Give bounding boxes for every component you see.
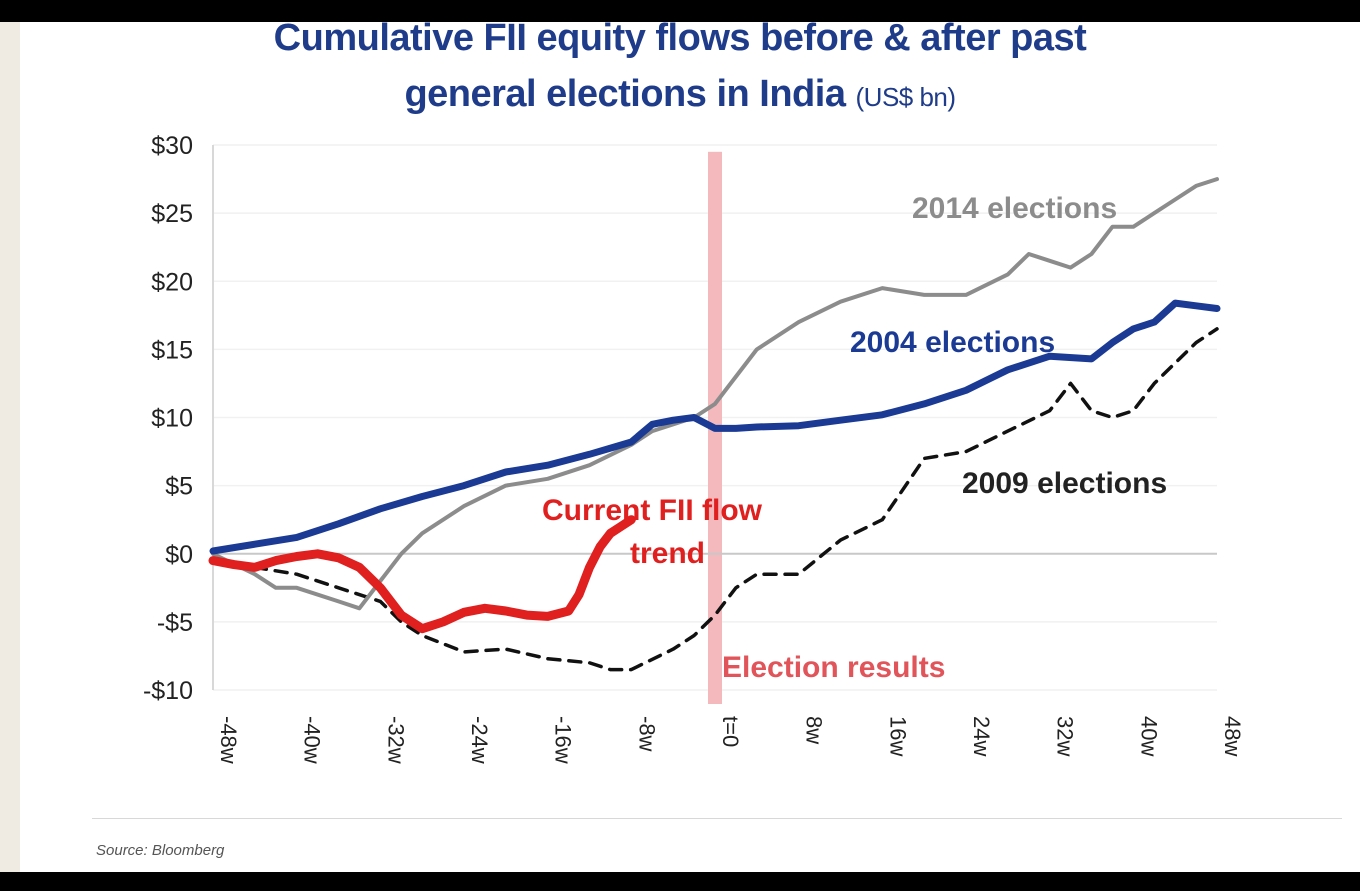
x-tick-label: -24w bbox=[467, 716, 492, 764]
chart-title-unit: (US$ bn) bbox=[855, 82, 957, 112]
x-tick-label: -48w bbox=[216, 716, 241, 764]
y-tick-label: $15 bbox=[151, 336, 193, 364]
x-tick-label: -32w bbox=[383, 716, 408, 764]
x-tick-label: 16w bbox=[885, 716, 910, 756]
x-tick-label: 8w bbox=[802, 716, 827, 744]
chart-title-line2-text: general elections in India bbox=[404, 73, 846, 115]
x-tick-label: 24w bbox=[969, 716, 994, 756]
x-tick-label: 48w bbox=[1220, 716, 1245, 756]
y-tick-label: $10 bbox=[151, 405, 193, 433]
y-tick-label: -$10 bbox=[143, 677, 193, 705]
series-line-2004-elections bbox=[209, 299, 1221, 555]
x-tick-label: t=0 bbox=[718, 716, 743, 747]
x-tick-label: 40w bbox=[1136, 716, 1161, 756]
source-note: Source: Bloomberg bbox=[96, 842, 225, 859]
series-line-2009-elections bbox=[211, 327, 1219, 672]
y-tick-label: $25 bbox=[151, 200, 193, 228]
chart-title-line1: Cumulative FII equity flows before & aft… bbox=[273, 17, 1087, 59]
annotation-current-fii-flow: Current FII flow bbox=[542, 494, 763, 527]
x-tick-label: -40w bbox=[300, 716, 325, 764]
chart-title: Cumulative FII equity flows before & aft… bbox=[0, 10, 1360, 125]
annotation-trend: trend bbox=[630, 537, 705, 570]
y-tick-label: $20 bbox=[151, 268, 193, 296]
footer-divider bbox=[92, 818, 1342, 819]
y-tick-label: $0 bbox=[165, 541, 193, 569]
y-tick-label: $5 bbox=[165, 473, 193, 501]
series-label-2004-elections: 2004 elections bbox=[850, 326, 1055, 359]
x-tick-label: -8w bbox=[634, 716, 659, 752]
chart-panel bbox=[20, 22, 1360, 872]
chart-title-line2: general elections in India (US$ bn) bbox=[0, 66, 1360, 125]
y-tick-label: $30 bbox=[151, 132, 193, 160]
series-label-2009-elections: 2009 elections bbox=[962, 467, 1167, 500]
series-line-current-fii-flow-trend bbox=[208, 515, 636, 634]
bottom-bar bbox=[0, 872, 1360, 891]
annotation-election-results: Election results bbox=[722, 651, 945, 684]
x-tick-label: -16w bbox=[551, 716, 576, 764]
x-tick-label: 32w bbox=[1053, 716, 1078, 756]
chart-frame bbox=[0, 22, 1360, 872]
y-tick-label: -$5 bbox=[157, 609, 193, 637]
series-label-2014-elections: 2014 elections bbox=[912, 192, 1117, 225]
